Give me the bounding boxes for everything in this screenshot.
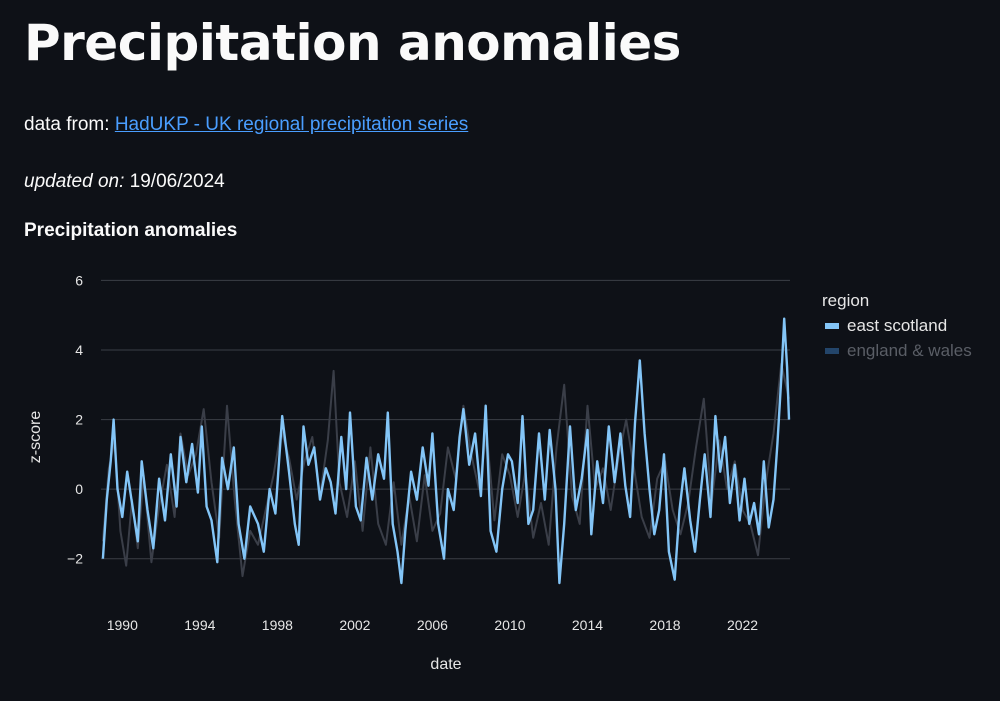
y-tick-label: 0 xyxy=(75,481,83,497)
x-tick-label: 2010 xyxy=(494,617,525,633)
y-tick-label: 4 xyxy=(75,342,83,358)
source-prefix: data from: xyxy=(24,114,110,135)
updated-value: 19/06/2024 xyxy=(129,171,225,192)
tick-layer: −2 0 2 4 6 1990 1994 1998 2002 2006 2010 2014 2018 20… xyxy=(67,272,758,633)
x-tick-label: 1990 xyxy=(107,617,138,633)
legend-item-east-scotland[interactable]: east scotland xyxy=(825,316,947,335)
chart-heading: Precipitation anomalies xyxy=(24,220,238,241)
x-tick-label: 2006 xyxy=(417,617,448,633)
page-title: Precipitation anomalies xyxy=(24,14,681,72)
legend-title: region xyxy=(822,291,869,310)
updated-label: updated on: xyxy=(24,171,125,192)
legend-swatch-east-scotland xyxy=(825,323,839,329)
series-layer xyxy=(101,317,791,585)
updated-line: updated on: 19/06/2024 xyxy=(24,171,225,193)
legend-label-england-wales: england & wales xyxy=(847,341,972,360)
source-link[interactable]: HadUKP - UK regional precipitation serie… xyxy=(114,114,469,135)
legend-label-east-scotland: east scotland xyxy=(847,316,947,335)
x-tick-label: 1998 xyxy=(262,617,293,633)
source-line: data from: HadUKP - UK regional precipit… xyxy=(24,114,468,136)
legend-item-england-wales[interactable]: england & wales xyxy=(825,341,972,360)
x-tick-label: 2002 xyxy=(339,617,370,633)
legend-swatch-england-wales xyxy=(825,348,839,354)
legend: region east scotland england & wales xyxy=(822,291,972,360)
precipitation-chart[interactable]: −2 0 2 4 6 1990 1994 1998 2002 2006 2010 2014 2018 20… xyxy=(0,260,1000,701)
x-axis-title: date xyxy=(430,656,461,673)
y-tick-label: −2 xyxy=(67,551,83,567)
y-tick-label: 2 xyxy=(75,412,83,428)
y-axis-title: z-score xyxy=(27,411,44,464)
x-tick-label: 2018 xyxy=(649,617,680,633)
series-line-east-scotland[interactable] xyxy=(101,317,791,585)
x-tick-label: 2014 xyxy=(572,617,603,633)
x-tick-label: 2022 xyxy=(727,617,758,633)
x-tick-label: 1994 xyxy=(184,617,215,633)
y-tick-label: 6 xyxy=(75,272,83,288)
series-line-england-wales[interactable] xyxy=(101,362,790,578)
